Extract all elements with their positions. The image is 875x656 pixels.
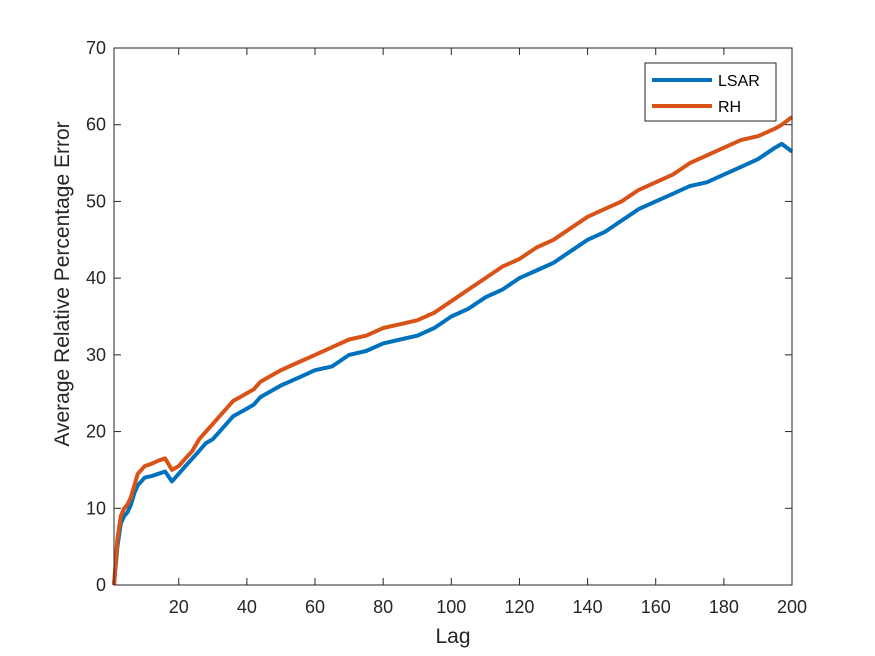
y-tick-label: 40 (86, 268, 106, 288)
x-tick-label: 120 (504, 597, 534, 617)
y-tick-label: 0 (96, 575, 106, 595)
legend-label-lsar: LSAR (718, 73, 760, 90)
legend-label-rh: RH (718, 99, 741, 116)
x-tick-label: 180 (709, 597, 739, 617)
series-line-lsar (112, 141, 794, 586)
x-tick-label: 100 (436, 597, 466, 617)
x-tick-label: 80 (373, 597, 393, 617)
y-axis-title: Average Relative Percentage Error (51, 121, 74, 446)
series-layer (112, 115, 794, 586)
x-tick-label: 140 (573, 597, 603, 617)
legend-box (644, 62, 777, 122)
axes (113, 47, 793, 586)
x-tick-label: 40 (237, 597, 257, 617)
ticks: 20 40 60 80 100 120 140 160 180 200 0 10 20 30 40 50 60 7… (86, 38, 807, 617)
y-tick-label: 60 (86, 115, 106, 135)
y-tick-label: 70 (86, 38, 106, 58)
y-tick-label: 10 (86, 498, 106, 518)
x-tick-label: 20 (169, 597, 189, 617)
legend: LSAR RH (644, 62, 777, 122)
axes-box (113, 47, 793, 586)
x-tick-label: 60 (305, 597, 325, 617)
x-axis-title: Lag (435, 625, 470, 648)
x-tick-label: 160 (641, 597, 671, 617)
y-tick-label: 30 (86, 345, 106, 365)
y-tick-label: 20 (86, 422, 106, 442)
series-line-rh (112, 115, 794, 586)
x-tick-label: 200 (777, 597, 807, 617)
y-tick-label: 50 (86, 191, 106, 211)
